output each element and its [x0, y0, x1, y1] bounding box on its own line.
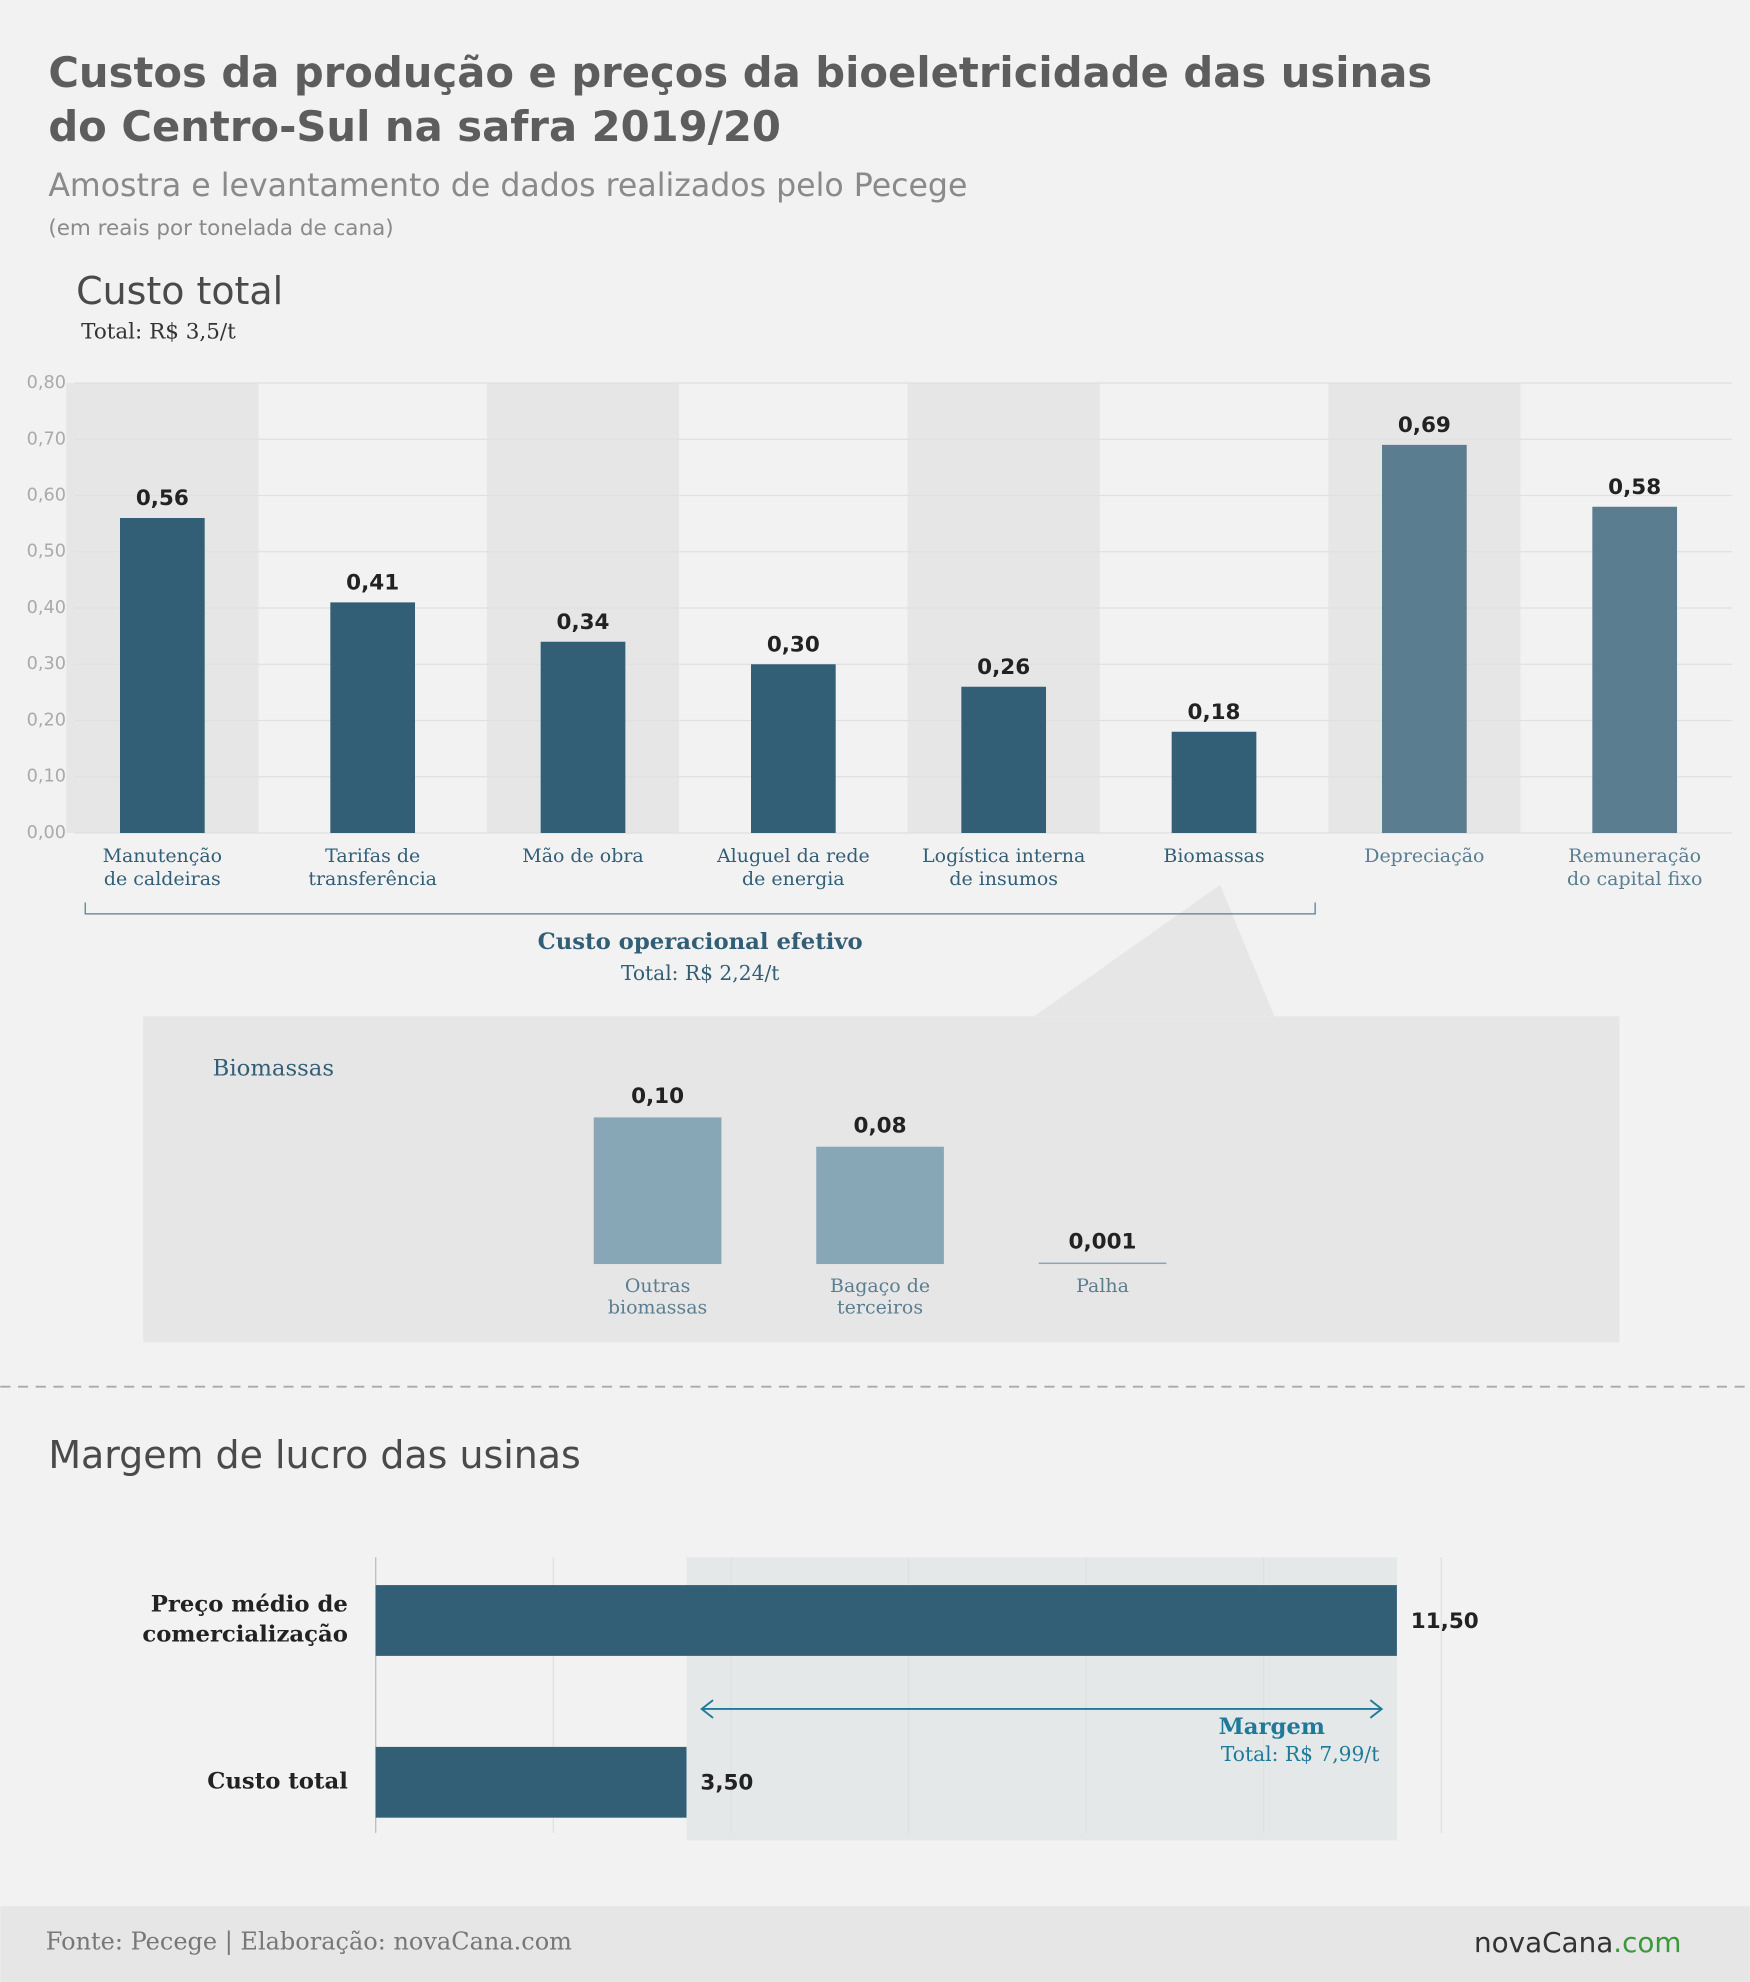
x-tick-label: de insumos: [949, 868, 1058, 890]
y-tick-label: 0,00: [27, 823, 66, 843]
annotation-title: Margem: [1219, 1714, 1325, 1740]
y-tick-label: 0,50: [27, 542, 66, 562]
note: (em reais por tonelada de cana): [48, 216, 393, 241]
footer-band: [0, 1906, 1750, 1982]
value-label: 0,08: [854, 1114, 907, 1139]
x-tick-label: Bagaço de: [830, 1275, 930, 1297]
title: do Centro-Sul na safra 2019/20: [48, 102, 781, 151]
value-label: 11,50: [1411, 1609, 1479, 1634]
x-tick-label: Manutenção: [103, 845, 222, 867]
x-tick-label: Biomassas: [1163, 845, 1264, 867]
value-label: 0,10: [631, 1084, 684, 1109]
annotation-title: Custo operacional efetivo: [538, 929, 863, 955]
title: Custos da produção e preços da bioeletri…: [48, 48, 1432, 97]
x-tick-label: Logística interna: [922, 845, 1085, 867]
y-tick-label: Preço médio de: [151, 1591, 348, 1617]
logo: novaCana.com: [1474, 1926, 1681, 1959]
value-label: 0,58: [1608, 475, 1661, 500]
value-label: 0,26: [977, 655, 1030, 680]
chart-subtitle: Total: R$ 3,5/t: [81, 319, 236, 344]
bar: [119, 517, 205, 833]
bar: [330, 602, 416, 833]
x-tick-label: Remuneração: [1568, 845, 1701, 867]
value-label: 0,001: [1069, 1229, 1137, 1254]
value-label: 0,69: [1398, 413, 1451, 438]
bar: [540, 641, 626, 833]
x-tick-label: Outras: [625, 1275, 690, 1297]
x-tick-label: Palha: [1076, 1275, 1129, 1297]
annotation-subtitle: Total: R$ 7,99/t: [1221, 1742, 1379, 1766]
y-tick-label: 0,30: [27, 654, 66, 674]
x-tick-label: biomassas: [608, 1296, 707, 1318]
bar: [1171, 731, 1257, 833]
x-tick-label: Tarifas de: [325, 845, 420, 867]
x-tick-label: de energia: [742, 868, 845, 890]
chart-title: Custo total: [76, 269, 283, 313]
value-label: 3,50: [700, 1771, 753, 1796]
bar: [1038, 1262, 1167, 1265]
y-tick-label: comercialização: [142, 1622, 348, 1648]
y-tick-label: 0,40: [27, 598, 66, 618]
bar: [593, 1117, 722, 1265]
bar: [750, 664, 836, 833]
x-tick-label: Depreciação: [1364, 845, 1484, 867]
y-tick-label: Custo total: [207, 1768, 348, 1794]
callout-pointer: [1034, 884, 1275, 1017]
value-label: 0,30: [767, 632, 820, 657]
value-label: 0,56: [136, 486, 189, 511]
y-tick-label: 0,20: [27, 710, 66, 730]
value-label: 0,18: [1188, 700, 1241, 725]
annotation-subtitle: Total: R$ 2,24/t: [621, 961, 779, 985]
value-label: 0,34: [557, 610, 610, 635]
bar: [1382, 444, 1467, 833]
y-tick-label: 0,60: [27, 486, 66, 506]
x-tick-label: do capital fixo: [1567, 868, 1702, 890]
subtitle: Amostra e levantamento de dados realizad…: [48, 168, 967, 204]
x-tick-label: Mão de obra: [522, 845, 643, 867]
chart-title: Biomassas: [213, 1055, 334, 1081]
margin-arrow: [700, 1699, 1384, 1719]
value-label: 0,41: [346, 570, 399, 595]
bar: [961, 686, 1047, 833]
logo-name: novaCana: [1474, 1926, 1613, 1959]
x-tick-label: transferência: [308, 868, 437, 890]
bracket: [84, 902, 1316, 915]
bar: [816, 1146, 944, 1265]
bar: [375, 1746, 687, 1818]
bar: [1592, 506, 1678, 833]
x-tick-label: de caldeiras: [104, 868, 221, 890]
x-tick-label: Aluguel da rede: [716, 845, 870, 867]
logo-domain: .com: [1613, 1926, 1681, 1959]
y-tick-label: 0,10: [27, 767, 66, 787]
bar: [375, 1585, 1397, 1656]
y-tick-label: 0,70: [27, 429, 66, 449]
chart-title: Margem de lucro das usinas: [48, 1433, 580, 1477]
y-tick-label: 0,80: [27, 373, 66, 393]
source: Fonte: Pecege | Elaboração: novaCana.com: [46, 1927, 572, 1956]
x-tick-label: terceiros: [837, 1296, 923, 1318]
